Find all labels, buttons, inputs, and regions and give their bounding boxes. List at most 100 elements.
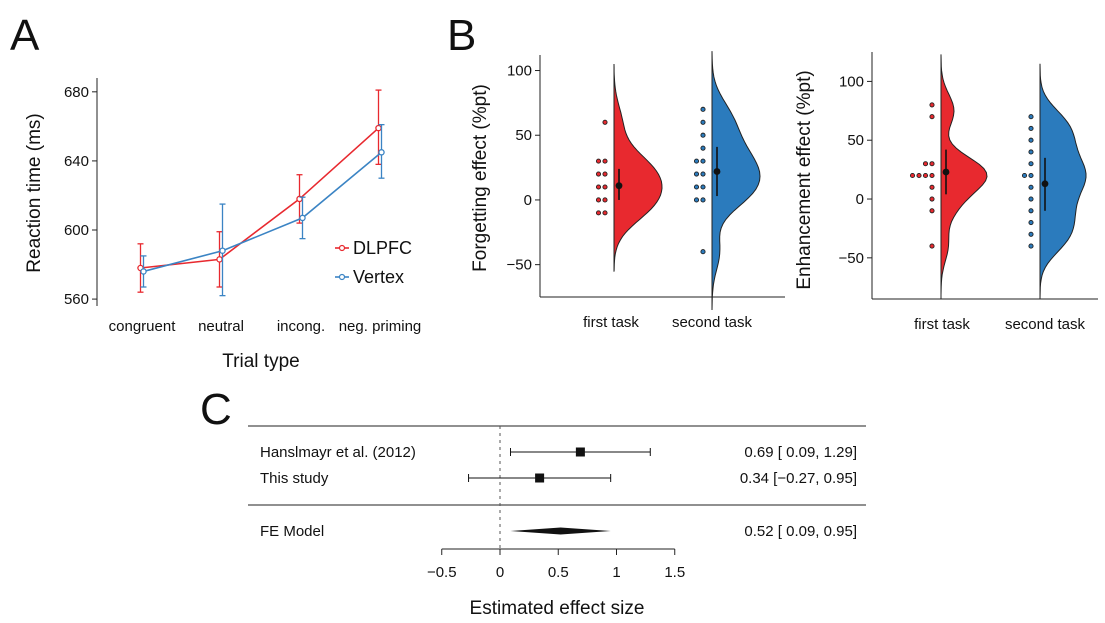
panel-b-data-point	[1028, 125, 1034, 132]
panel-a-point	[378, 149, 385, 156]
panel-b-data-point	[595, 171, 602, 177]
panel-b-xtick-label: second task	[1005, 316, 1086, 333]
panel-b-data-point	[929, 243, 935, 249]
panel-b-data-point	[1028, 172, 1034, 179]
panel-b-data-point	[602, 184, 608, 190]
panel-b-data-point	[1028, 184, 1034, 190]
panel-b-data-point	[1028, 231, 1034, 237]
panel-a-legend-label: Vertex	[353, 267, 404, 287]
panel-b-data-point	[929, 172, 935, 179]
panel-b-data-point	[1028, 243, 1034, 249]
panel-c-xtick-label: 0.5	[548, 564, 569, 581]
panel-c-model-text: 0.52 [ 0.09, 0.95]	[744, 523, 857, 540]
panel-b-data-point	[929, 196, 935, 202]
panel-b-ytick-label: 100	[839, 73, 864, 90]
panel-a-ytick-label: 680	[64, 84, 89, 101]
panel-b-half-violin	[711, 51, 761, 310]
panel-b-ytick-label: 50	[515, 127, 532, 144]
panel-b-data-point	[1028, 196, 1034, 202]
panel-b-data-point	[602, 158, 608, 164]
panel-b-forgetting-chart: Forgetting effect (%pt) −50 0 50 100 first t…	[470, 51, 785, 331]
panel-b-data-point	[595, 184, 602, 190]
panel-a-legend-marker	[338, 244, 346, 252]
panel-b-data-point	[929, 184, 935, 190]
panel-b-ytick-label: −50	[839, 250, 864, 267]
panel-b-data-point	[1028, 219, 1034, 226]
panel-b-data-point	[700, 119, 706, 125]
panel-b-ytick-label: 100	[507, 63, 532, 80]
panel-a-xtick-label: congruent	[109, 318, 177, 335]
panel-b-ytick-label: 0	[524, 192, 532, 209]
panel-a-ytick-label: 640	[64, 153, 89, 170]
panel-a-ytick-label: 600	[64, 222, 89, 239]
panel-a-point	[375, 124, 382, 132]
panel-b-mean-point	[713, 168, 721, 175]
panel-b-data-point	[595, 210, 602, 216]
panel-a-xtick-label: incong.	[277, 318, 325, 335]
panel-b-data-point	[1028, 137, 1034, 143]
panel-b-data-point	[700, 145, 706, 151]
panel-b-mean-point	[615, 182, 623, 190]
panel-c-model-label: FE Model	[260, 523, 324, 540]
panel-a-series-line	[143, 151, 383, 273]
panel-b-data-point	[693, 184, 700, 190]
panel-a-point	[219, 247, 226, 254]
panel-b-data-point	[929, 161, 935, 167]
panel-c-model-diamond	[510, 527, 611, 535]
panel-c-xtick-label: 0	[496, 564, 504, 581]
panel-b-right-ylabel: Enhancement effect (%pt)	[794, 70, 815, 289]
panel-a-legend-marker	[338, 273, 346, 281]
panel-b-data-point	[595, 197, 602, 203]
panel-b-data-point	[693, 197, 700, 203]
panel-b-data-point	[693, 171, 700, 177]
panel-b-data-point	[909, 172, 916, 179]
panel-a-point	[299, 214, 306, 222]
panel-b-data-point	[693, 158, 700, 164]
panel-b-data-point	[929, 114, 935, 120]
panel-c-estimate-square	[575, 447, 585, 457]
panel-b-data-point	[595, 158, 602, 164]
panel-b-data-point	[922, 172, 929, 179]
panel-c-forest-plot: Estimated effect size Hanslmayr et al. (…	[248, 425, 866, 619]
panel-b-data-point	[1028, 161, 1034, 167]
panel-b-data-point	[1028, 114, 1034, 120]
panel-b-data-point	[602, 119, 608, 125]
panel-letter-a: A	[10, 11, 40, 60]
panel-b-mean-point	[1041, 180, 1049, 188]
panel-a-point	[140, 268, 147, 275]
panel-c-xtick-label: −0.5	[427, 564, 457, 581]
panel-b-data-point	[922, 161, 929, 167]
panel-b-data-point	[700, 132, 706, 138]
panel-b-data-point	[700, 249, 706, 255]
panel-b-data-point	[700, 158, 706, 164]
panel-b-xtick-label: first task	[583, 314, 639, 331]
panel-b-data-point	[700, 184, 706, 190]
panel-c-xlabel: Estimated effect size	[470, 598, 645, 619]
panel-b-xtick-label: first task	[914, 316, 970, 333]
panel-c-estimate-square	[535, 473, 545, 483]
panel-a-legend-label: DLPFC	[353, 238, 412, 258]
panel-b-ytick-label: 0	[856, 191, 864, 208]
panel-c-xtick-label: 1.5	[664, 564, 685, 581]
panel-a-line-chart: Reaction time (ms) Trial type 560 600 640 6…	[24, 78, 421, 372]
panel-c-study-label: This study	[260, 470, 329, 487]
panel-b-data-point	[1028, 208, 1034, 214]
panel-b-data-point	[1021, 172, 1028, 179]
panel-b-data-point	[602, 171, 608, 177]
panel-b-xtick-label: second task	[672, 314, 753, 331]
panel-c-study-label: Hanslmayr et al. (2012)	[260, 444, 416, 461]
panel-b-ytick-label: −50	[507, 257, 532, 274]
panel-a-xtick-label: neutral	[198, 318, 244, 335]
panel-a-point	[216, 256, 223, 263]
panel-b-data-point	[929, 102, 935, 108]
panel-a-xlabel: Trial type	[222, 351, 299, 372]
panel-b-ytick-label: 50	[847, 132, 864, 149]
panel-b-data-point	[700, 171, 706, 177]
panel-b-data-point	[1028, 149, 1034, 155]
panel-b-enhancement-chart: Enhancement effect (%pt) −50 0 50 100 first …	[794, 52, 1098, 333]
panel-c-estimate-text: 0.69 [ 0.09, 1.29]	[744, 444, 857, 461]
panel-b-data-point	[602, 197, 608, 203]
panel-b-half-violin	[940, 54, 988, 299]
panel-a-series-line	[140, 127, 380, 269]
